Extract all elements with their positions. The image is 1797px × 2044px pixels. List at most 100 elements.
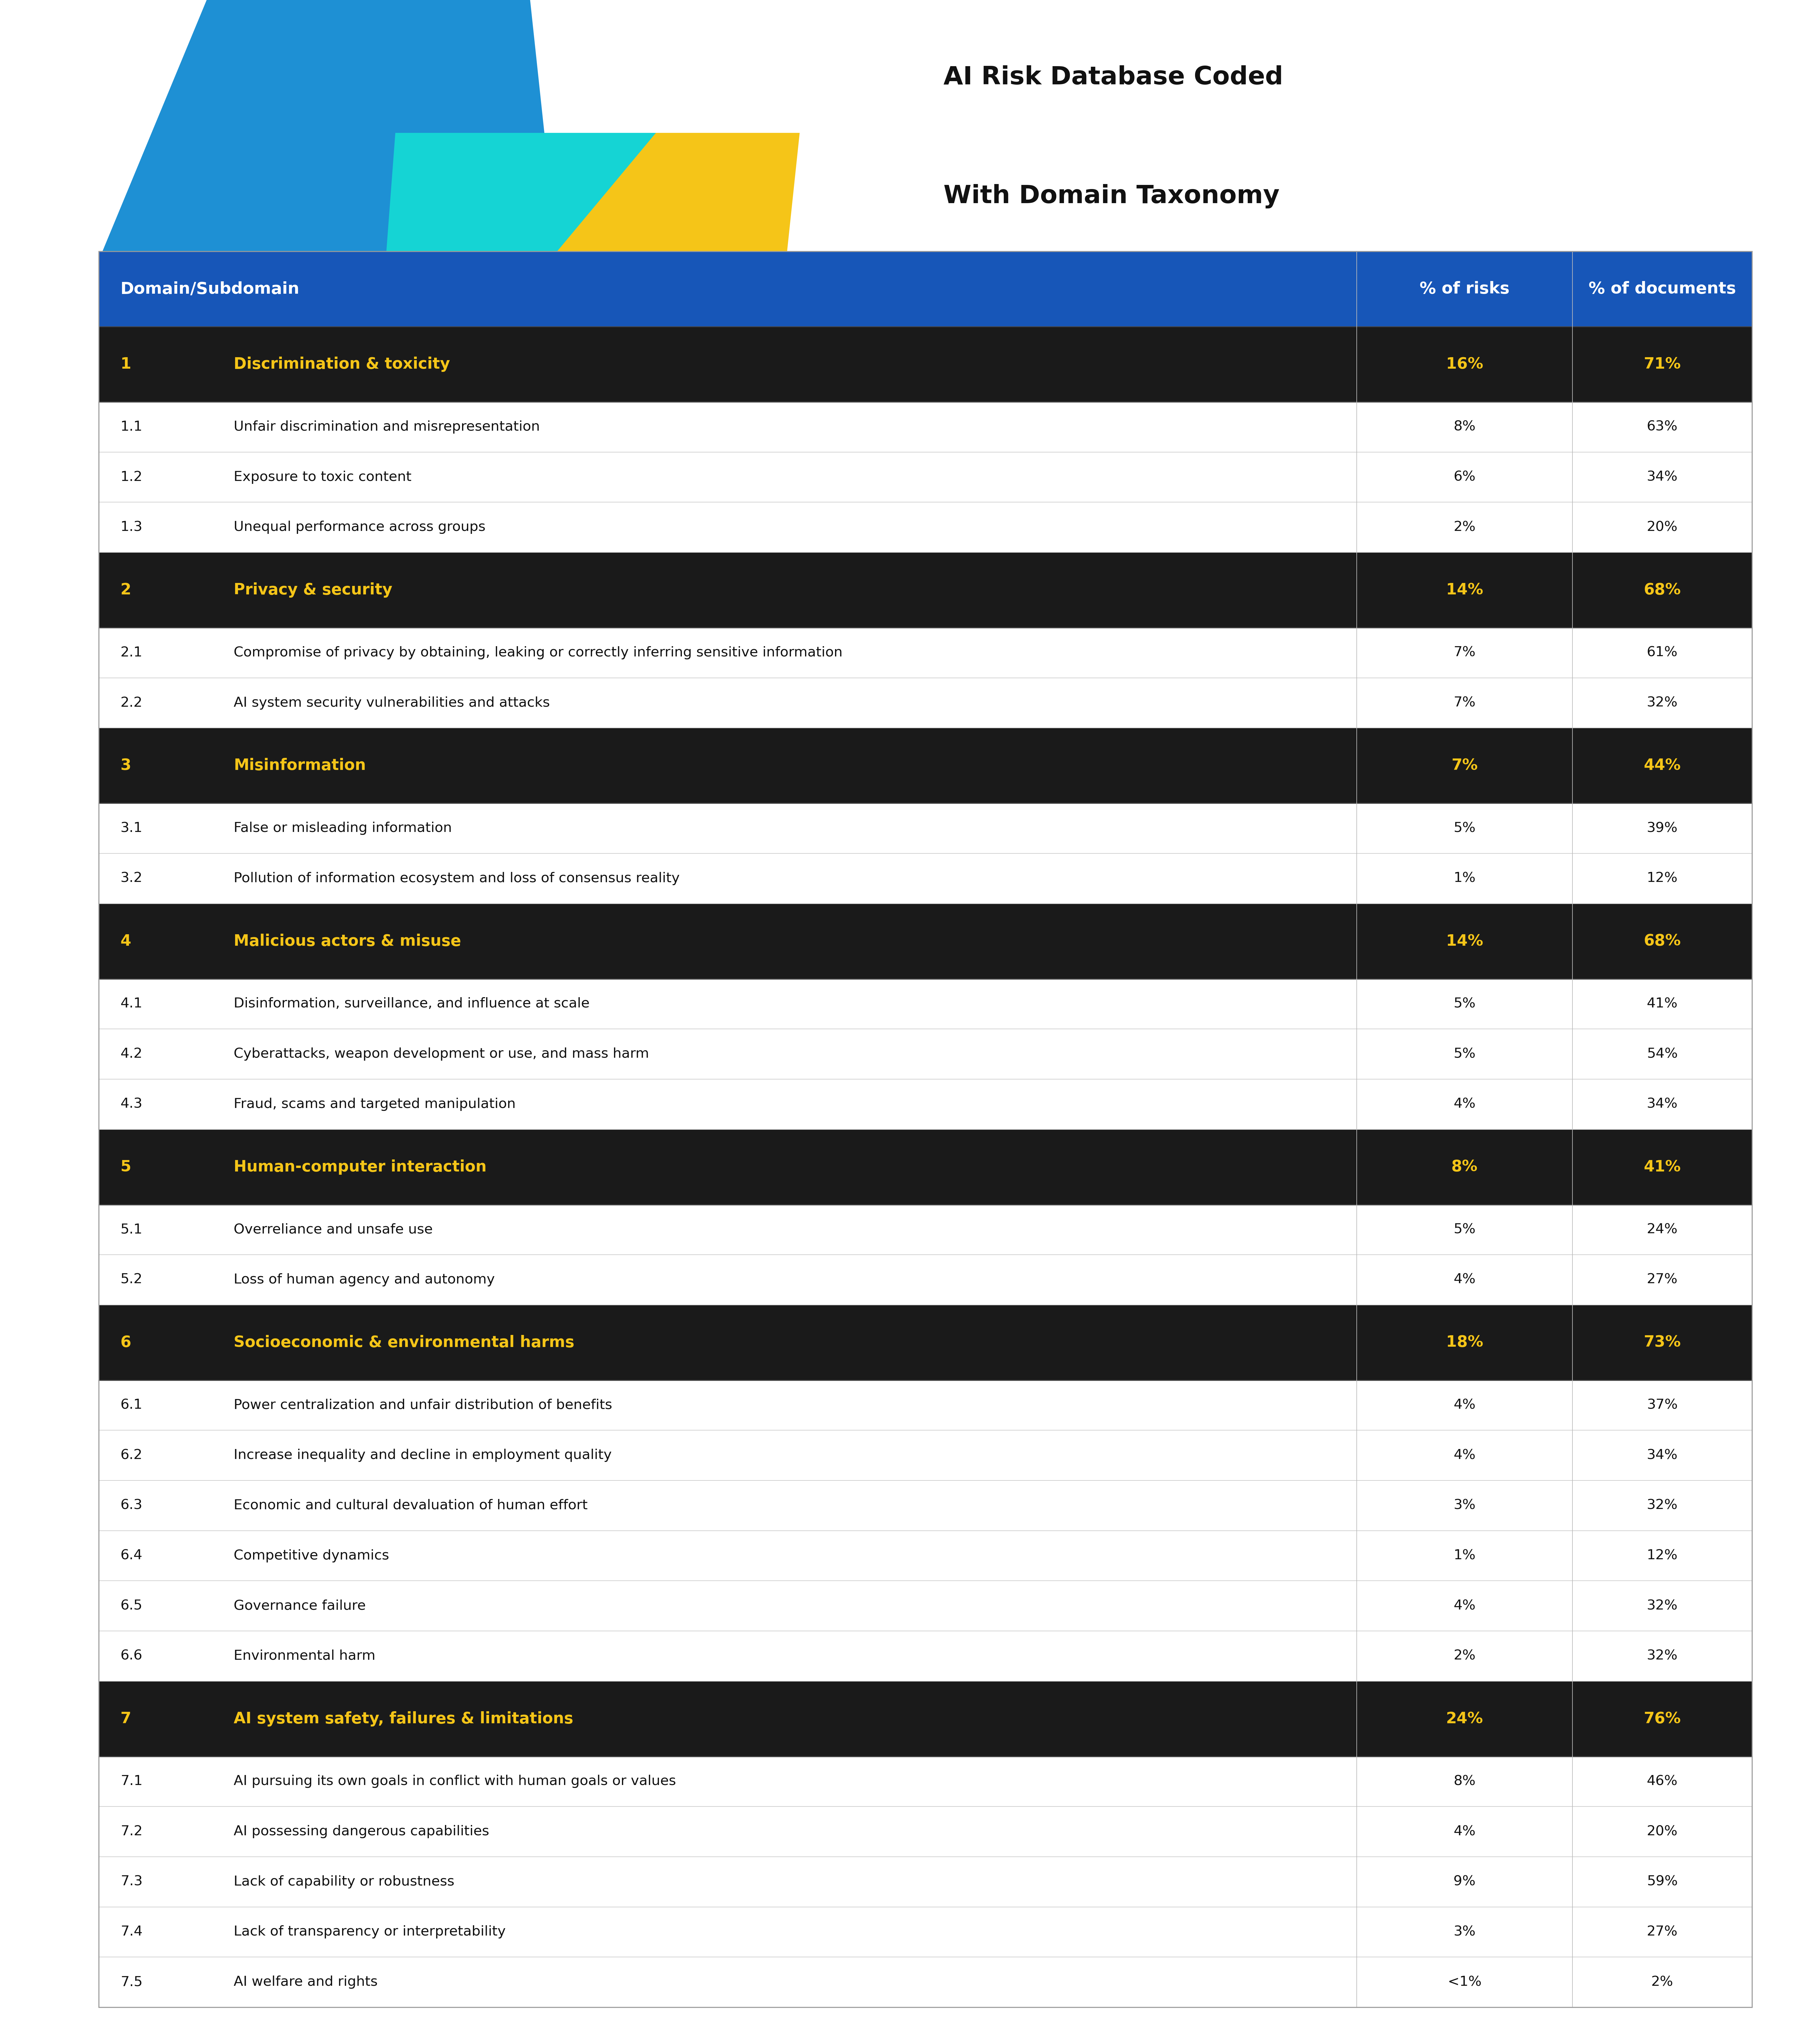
Text: 5.1: 5.1 <box>120 1222 142 1237</box>
Text: 4.2: 4.2 <box>120 1047 142 1061</box>
Text: Privacy & security: Privacy & security <box>234 583 392 597</box>
Bar <box>99 979 1752 1028</box>
Text: 6.3: 6.3 <box>120 1498 142 1513</box>
Text: AI Risk Database Coded: AI Risk Database Coded <box>943 65 1283 90</box>
Text: 73%: 73% <box>1644 1335 1680 1351</box>
Bar <box>99 251 1752 327</box>
Bar <box>99 903 1752 979</box>
Text: Exposure to toxic content: Exposure to toxic content <box>234 470 412 484</box>
Text: 12%: 12% <box>1646 1549 1678 1562</box>
Bar <box>99 1028 1752 1079</box>
Polygon shape <box>557 133 800 251</box>
Text: 18%: 18% <box>1447 1335 1483 1351</box>
Bar <box>99 854 1752 903</box>
Text: 3.2: 3.2 <box>120 873 142 885</box>
Polygon shape <box>102 0 557 251</box>
Text: AI system safety, failures & limitations: AI system safety, failures & limitations <box>234 1711 573 1727</box>
Text: 6%: 6% <box>1454 470 1475 484</box>
Text: Unfair discrimination and misrepresentation: Unfair discrimination and misrepresentat… <box>234 421 539 433</box>
Bar <box>99 1956 1752 2007</box>
Text: 41%: 41% <box>1644 1159 1680 1175</box>
Text: 32%: 32% <box>1646 697 1678 709</box>
Text: 16%: 16% <box>1447 356 1483 372</box>
Text: AI system security vulnerabilities and attacks: AI system security vulnerabilities and a… <box>234 697 550 709</box>
Text: AI welfare and rights: AI welfare and rights <box>234 1975 377 1989</box>
Text: % of risks: % of risks <box>1420 282 1509 296</box>
Text: Power centralization and unfair distribution of benefits: Power centralization and unfair distribu… <box>234 1398 613 1412</box>
Text: 37%: 37% <box>1646 1398 1678 1412</box>
Text: 5%: 5% <box>1454 822 1475 834</box>
Text: Human-computer interaction: Human-computer interaction <box>234 1159 487 1175</box>
Text: Cyberattacks, weapon development or use, and mass harm: Cyberattacks, weapon development or use,… <box>234 1047 649 1061</box>
Text: 34%: 34% <box>1646 1098 1678 1110</box>
Text: 6: 6 <box>120 1335 131 1351</box>
Bar <box>99 1580 1752 1631</box>
Text: 32%: 32% <box>1646 1498 1678 1513</box>
Bar <box>99 1130 1752 1204</box>
Text: 4: 4 <box>120 934 131 948</box>
Bar <box>99 503 1752 552</box>
Bar <box>99 1304 1752 1380</box>
Bar <box>99 1204 1752 1255</box>
Text: Overreliance and unsafe use: Overreliance and unsafe use <box>234 1222 433 1237</box>
Text: Pollution of information ecosystem and loss of consensus reality: Pollution of information ecosystem and l… <box>234 873 679 885</box>
Text: 68%: 68% <box>1644 583 1680 597</box>
Text: 24%: 24% <box>1447 1711 1483 1727</box>
Text: 7%: 7% <box>1454 646 1475 660</box>
Text: Fraud, scams and targeted manipulation: Fraud, scams and targeted manipulation <box>234 1098 516 1110</box>
Text: 6.5: 6.5 <box>120 1598 142 1613</box>
Bar <box>99 1631 1752 1680</box>
Bar <box>99 628 1752 679</box>
Bar <box>99 1480 1752 1531</box>
Bar <box>99 803 1752 854</box>
Text: 5%: 5% <box>1454 1222 1475 1237</box>
Text: Domain/Subdomain: Domain/Subdomain <box>120 282 300 296</box>
Text: 1%: 1% <box>1454 873 1475 885</box>
Text: Disinformation, surveillance, and influence at scale: Disinformation, surveillance, and influe… <box>234 997 589 1010</box>
Text: AI possessing dangerous capabilities: AI possessing dangerous capabilities <box>234 1825 489 1838</box>
Text: Loss of human agency and autonomy: Loss of human agency and autonomy <box>234 1273 494 1286</box>
Text: 4.3: 4.3 <box>120 1098 142 1110</box>
Text: 61%: 61% <box>1646 646 1678 660</box>
Text: Misinformation: Misinformation <box>234 758 367 773</box>
Text: 59%: 59% <box>1646 1874 1678 1889</box>
Text: 7.4: 7.4 <box>120 1925 142 1938</box>
Bar <box>99 1907 1752 1956</box>
Text: % of documents: % of documents <box>1589 282 1736 296</box>
Bar <box>99 1531 1752 1580</box>
Text: Unequal performance across groups: Unequal performance across groups <box>234 521 485 533</box>
Text: Lack of transparency or interpretability: Lack of transparency or interpretability <box>234 1925 505 1938</box>
Text: Increase inequality and decline in employment quality: Increase inequality and decline in emplo… <box>234 1449 611 1461</box>
Bar <box>99 1255 1752 1304</box>
Text: <1%: <1% <box>1448 1975 1481 1989</box>
Text: 14%: 14% <box>1447 934 1483 948</box>
Text: 6.1: 6.1 <box>120 1398 142 1412</box>
Text: 5%: 5% <box>1454 1047 1475 1061</box>
Text: 27%: 27% <box>1646 1273 1678 1286</box>
Text: 2.1: 2.1 <box>120 646 142 660</box>
Text: 54%: 54% <box>1646 1047 1678 1061</box>
Text: 8%: 8% <box>1452 1159 1477 1175</box>
Text: Governance failure: Governance failure <box>234 1598 367 1613</box>
Text: 32%: 32% <box>1646 1650 1678 1662</box>
Bar <box>99 728 1752 803</box>
Text: 7: 7 <box>120 1711 131 1727</box>
Text: 8%: 8% <box>1454 1774 1475 1788</box>
Text: 6.2: 6.2 <box>120 1449 142 1461</box>
Text: Compromise of privacy by obtaining, leaking or correctly inferring sensitive inf: Compromise of privacy by obtaining, leak… <box>234 646 843 660</box>
Text: 34%: 34% <box>1646 470 1678 484</box>
Bar <box>99 552 1752 628</box>
Text: 41%: 41% <box>1646 997 1678 1010</box>
Text: 20%: 20% <box>1646 1825 1678 1838</box>
Text: 76%: 76% <box>1644 1711 1680 1727</box>
Text: 1.1: 1.1 <box>120 421 142 433</box>
Text: 68%: 68% <box>1644 934 1680 948</box>
Text: 7.1: 7.1 <box>120 1774 142 1788</box>
Text: 20%: 20% <box>1646 521 1678 533</box>
Text: 8%: 8% <box>1454 421 1475 433</box>
Bar <box>99 1680 1752 1756</box>
Text: 27%: 27% <box>1646 1925 1678 1938</box>
Text: 46%: 46% <box>1646 1774 1678 1788</box>
Bar <box>99 327 1752 403</box>
Text: 4.1: 4.1 <box>120 997 142 1010</box>
